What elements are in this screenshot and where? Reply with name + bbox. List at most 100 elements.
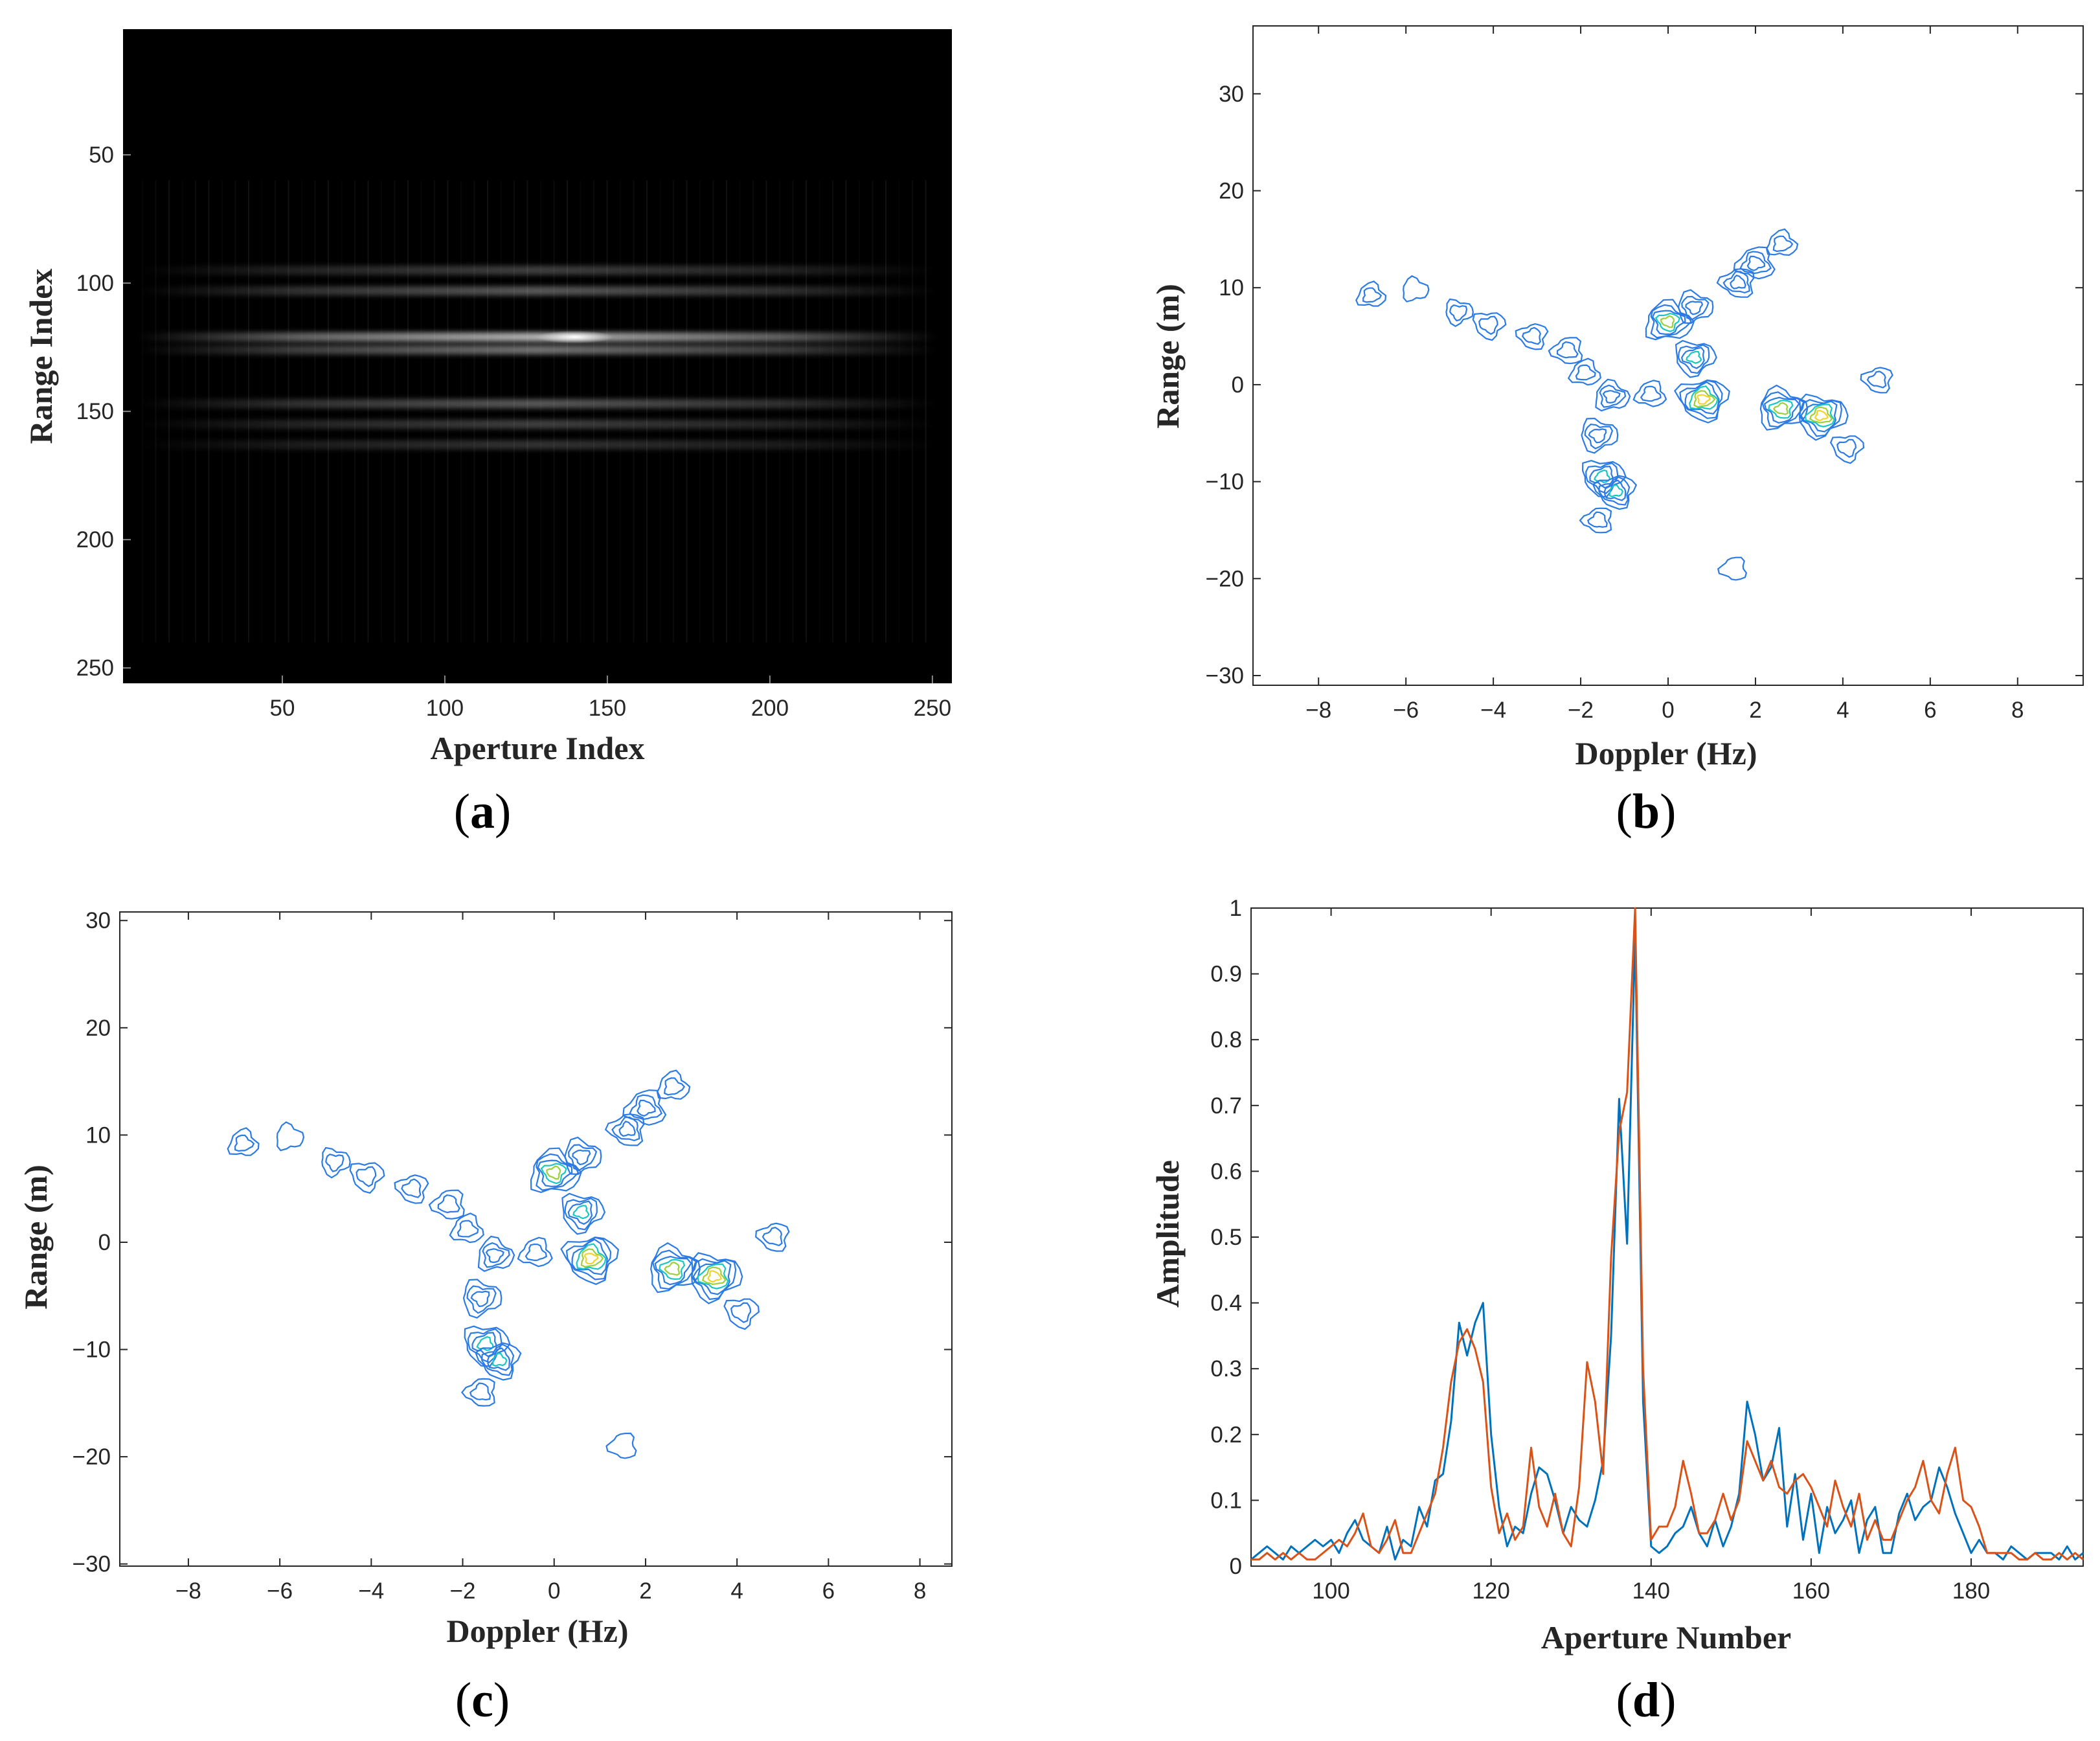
bright-bands [136,180,939,643]
contour-line [227,1127,260,1156]
contour-line [1640,385,1662,402]
x-tick-label: 50 [269,696,295,721]
x-tick-label: 4 [730,1578,743,1604]
contour-line [1763,396,1800,424]
contour-line [1799,399,1843,437]
x-tick-label: 2 [639,1578,651,1604]
contour-line [707,1270,722,1283]
x-tick-label: 160 [1792,1578,1830,1604]
contour-line [604,1113,645,1146]
contour-line [618,1121,636,1137]
contour-line [475,1342,522,1381]
panel-label-c: (c) [455,1673,510,1727]
contour-line [1602,390,1621,404]
contour-line [1829,435,1865,464]
y-tick-label: 150 [76,399,114,424]
y-tick-label: 1 [1230,896,1242,921]
y-tick-label: 30 [1219,82,1244,107]
contour-line [1445,298,1474,327]
y-tick-label: 0 [1232,372,1244,398]
contour-line [1860,367,1893,394]
contour-line [1581,460,1627,498]
bright-band [136,399,939,409]
y-axis-label-c: Range (m) [17,1165,54,1310]
y-tick-label: 0.9 [1210,962,1242,987]
bright-band [136,266,939,275]
contour-line [492,1352,508,1367]
x-tick-label: 100 [1312,1578,1349,1604]
y-tick-label: −20 [73,1444,111,1470]
y-axis-label-b: Range (m) [1149,284,1186,429]
contour-line [1575,364,1596,381]
x-tick-label: 100 [426,696,464,721]
axes-a: 50 100 150 200 250 50 100 150 200 250 [76,142,951,721]
bright-band [136,419,939,429]
contour-line [1746,255,1766,271]
contour-line [1809,406,1833,424]
contour-line [1603,479,1627,501]
contour-line [480,1343,515,1376]
x-tick-label: 8 [2011,698,2024,723]
contour-line [1677,289,1714,324]
contour-line [394,1174,429,1204]
y-tick-label: −10 [1206,470,1244,495]
contour-line [1579,507,1612,534]
bright-band [136,286,939,295]
bright-band [136,440,939,449]
contour-line [1730,274,1746,290]
contour-line [1594,469,1611,483]
y-tick-label: −30 [73,1552,111,1577]
contour-line [637,1099,656,1117]
contour-line [487,1347,511,1371]
contour-line [659,1258,686,1280]
y-tick-label: 0.1 [1210,1488,1242,1513]
contour-line [723,1298,760,1330]
y-tick-label: 0 [98,1230,111,1255]
contour-line [1685,301,1704,315]
x-tick-label: 200 [751,696,789,721]
contour-line [564,1136,602,1176]
y-tick-label: 0.3 [1210,1356,1242,1382]
panel-label-b: (b) [1616,784,1677,839]
y-tick-label: 0.7 [1210,1093,1242,1119]
x-tick-label: 6 [1924,698,1936,723]
y-tick-label: 0.4 [1210,1291,1242,1316]
contour-line [1588,428,1607,444]
contour-line [1675,339,1717,378]
series-line-blue [1250,933,2084,1561]
x-tick-label: −4 [1480,698,1506,723]
contour-line [1609,484,1624,497]
contour-line [701,1266,727,1285]
contour-line [1768,400,1794,419]
contour-line [762,1227,783,1247]
contour-line [321,1146,351,1179]
contour-line [1759,384,1809,431]
contour-line [536,1153,580,1191]
y-tick-label: −10 [73,1337,111,1363]
contour-line [1772,235,1794,253]
contour-line [1521,326,1541,345]
y-tick-label: 50 [89,142,114,168]
panel-d-line-plot: 100 120 140 160 180 0 0.1 0.2 0.3 0.4 0.5 0.6 0.7 0.8… [1149,896,2084,1727]
contour-line [1680,347,1705,369]
contour-line [1766,228,1799,256]
contour-line [428,1189,465,1220]
x-tick-label: 0 [1662,698,1674,723]
contour-line [1449,304,1468,322]
contour-line [1689,385,1719,410]
contour-line [1717,556,1748,581]
contour-line [485,1248,504,1264]
contour-line [462,1279,502,1319]
contour-line [622,1089,667,1126]
contour-line [1716,268,1755,298]
peak-glint [536,330,614,344]
contour-line [572,1149,591,1166]
x-tick-label: −2 [450,1578,476,1604]
x-tick-label: 8 [914,1578,926,1604]
x-tick-label: −6 [267,1578,293,1604]
axes-d: 100 120 140 160 180 0 0.1 0.2 0.3 0.4 0.5 0.6 0.7 0.8… [1210,896,2083,1604]
contour-line [561,1192,606,1235]
bright-band [136,345,939,355]
contour-line [437,1194,460,1214]
